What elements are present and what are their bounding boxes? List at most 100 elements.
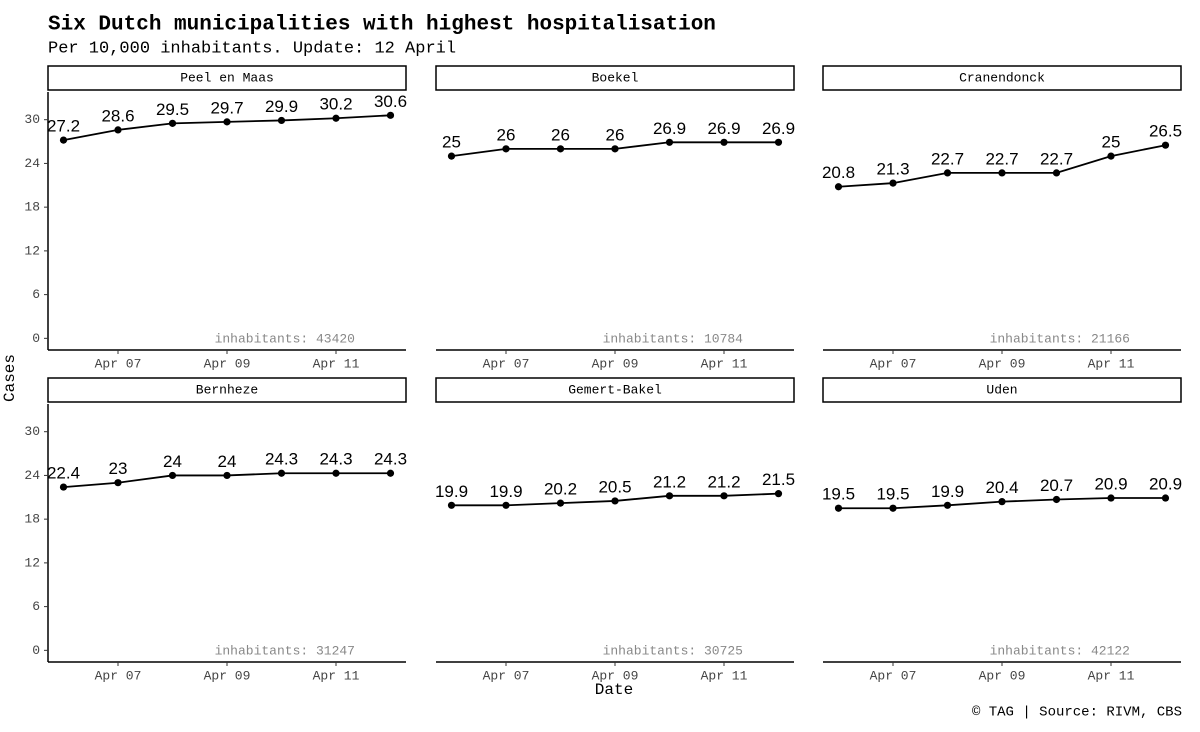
point	[556, 499, 565, 507]
value-label: 20.9	[1094, 475, 1127, 494]
value-label: 25	[1102, 133, 1121, 152]
value-label: 26.9	[762, 119, 795, 138]
point	[998, 498, 1006, 506]
value-label: 28.6	[101, 106, 134, 125]
strip-label: Bernheze	[196, 382, 258, 397]
x-tick-label: Apr 07	[870, 668, 917, 683]
caption: © TAG | Source: RIVM, CBS	[972, 705, 1182, 721]
point	[1052, 169, 1061, 177]
x-tick-label: Apr 09	[204, 356, 251, 371]
x-tick-label: Apr 11	[1088, 356, 1135, 371]
y-tick-label: 6	[32, 287, 40, 302]
point	[720, 492, 728, 500]
value-label: 30.2	[319, 95, 352, 114]
x-tick-label: Apr 07	[95, 668, 142, 683]
chart-subtitle: Per 10,000 inhabitants. Update: 12 April	[48, 39, 456, 58]
x-tick-label: Apr 09	[592, 668, 639, 683]
point	[720, 138, 728, 146]
value-label: 19.9	[931, 482, 964, 501]
point	[502, 145, 510, 153]
point	[774, 138, 783, 146]
point	[556, 145, 565, 153]
annotation: inhabitants: 43420	[215, 331, 355, 346]
point	[168, 471, 177, 480]
strip	[435, 65, 795, 91]
point	[332, 469, 340, 477]
value-label: 27.2	[47, 117, 80, 136]
chart-title: Six Dutch municipalities with highest ho…	[48, 14, 716, 37]
point	[1161, 141, 1170, 149]
point	[1161, 494, 1170, 502]
point	[59, 136, 68, 144]
x-tick-label: Apr 07	[483, 668, 530, 683]
point	[998, 169, 1006, 177]
y-tick-label: 12	[24, 555, 40, 570]
y-tick-label: 18	[24, 512, 40, 527]
x-tick-label: Apr 07	[870, 356, 917, 371]
y-tick-label: 12	[24, 243, 40, 258]
point	[611, 497, 619, 505]
value-label: 26	[497, 125, 516, 144]
value-label: 21.2	[707, 472, 740, 491]
y-tick-label: 6	[32, 599, 40, 614]
y-tick-label: 24	[24, 468, 40, 483]
annotation: inhabitants: 42122	[990, 643, 1130, 658]
point	[277, 469, 286, 477]
y-tick-label: 0	[32, 643, 40, 658]
point	[889, 179, 897, 187]
value-label: 24.3	[319, 450, 352, 469]
point	[1107, 152, 1115, 160]
x-tick-label: Apr 09	[204, 668, 251, 683]
value-label: 26.9	[707, 119, 740, 138]
value-label: 22.7	[931, 149, 964, 168]
y-tick-label: 30	[24, 424, 40, 439]
value-label: 20.7	[1040, 476, 1073, 495]
value-label: 26	[606, 125, 625, 144]
x-tick-label: Apr 07	[483, 356, 530, 371]
value-label: 29.7	[210, 98, 243, 117]
strip-label: Uden	[986, 382, 1017, 397]
value-label: 19.5	[876, 485, 909, 504]
y-axis-label: Cases	[1, 354, 19, 402]
point	[943, 501, 952, 509]
value-label: 20.5	[598, 477, 631, 496]
point	[447, 501, 456, 509]
annotation: inhabitants: 30725	[603, 643, 743, 658]
point	[447, 152, 456, 160]
point	[943, 169, 952, 177]
value-label: 26	[551, 125, 570, 144]
point	[386, 469, 395, 477]
y-tick-label: 18	[24, 200, 40, 215]
x-tick-label: Apr 11	[313, 668, 360, 683]
point	[665, 138, 674, 146]
annotation: inhabitants: 31247	[215, 643, 355, 658]
value-label: 30.6	[374, 92, 407, 111]
value-label: 24.3	[374, 450, 407, 469]
point	[223, 118, 231, 126]
point	[834, 504, 843, 512]
point	[502, 501, 510, 509]
value-label: 21.5	[762, 470, 795, 489]
point	[665, 492, 674, 500]
strip	[822, 65, 1182, 91]
value-label: 24	[163, 452, 182, 471]
x-axis-label: Date	[595, 681, 633, 699]
value-label: 22.4	[47, 464, 80, 483]
value-label: 24.3	[265, 450, 298, 469]
strip-label: Gemert-Bakel	[568, 382, 662, 397]
x-tick-label: Apr 07	[95, 356, 142, 371]
value-label: 20.9	[1149, 475, 1182, 494]
value-label: 22.7	[1040, 149, 1073, 168]
point	[223, 471, 231, 480]
point	[774, 490, 783, 498]
point	[611, 145, 619, 153]
x-tick-label: Apr 11	[1088, 668, 1135, 683]
point	[59, 483, 68, 491]
strip-label: Boekel	[592, 70, 639, 85]
value-label: 29.5	[156, 100, 189, 119]
x-tick-label: Apr 09	[979, 668, 1026, 683]
point	[168, 119, 177, 127]
value-label: 20.8	[822, 163, 855, 182]
strip	[47, 377, 407, 403]
